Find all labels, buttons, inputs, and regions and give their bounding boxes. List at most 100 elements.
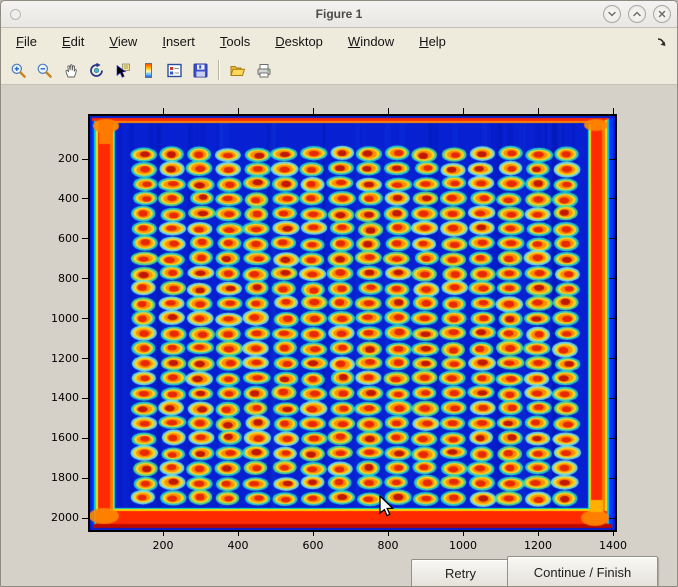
insert-colorbar-button[interactable] — [137, 59, 159, 81]
x-tick-mark-top — [612, 108, 614, 114]
dock-figure-button[interactable] — [655, 35, 669, 49]
save-figure-button[interactable] — [189, 59, 211, 81]
y-tick-label: 800 — [58, 271, 79, 285]
menu-view[interactable]: View — [109, 34, 138, 49]
x-tick-label: 400 — [227, 539, 249, 552]
y-tick-label: 600 — [58, 231, 79, 245]
plot-axes: 200 400 600 800 1000 1200 1400 200 400 600 800 1000… — [51, 108, 627, 552]
y-tick-mark — [82, 198, 88, 200]
y-tick-mark — [82, 358, 88, 359]
open-folder-icon — [230, 65, 246, 76]
y-tick-label: 1000 — [51, 311, 79, 325]
x-tick-label: 800 — [377, 539, 399, 552]
x-tick-mark-top — [462, 108, 464, 114]
open-file-button[interactable] — [227, 59, 249, 81]
maximize-button[interactable] — [628, 5, 646, 23]
y-tick-mark-right — [609, 238, 615, 240]
print-figure-button[interactable] — [253, 59, 275, 81]
chevron-down-icon — [608, 11, 616, 17]
y-tick-mark — [82, 238, 88, 240]
pan-hand-icon — [65, 63, 77, 77]
y-tick-label: 1600 — [51, 431, 79, 445]
continue-finish-button[interactable]: Continue / Finish — [507, 556, 658, 586]
chevron-up-icon — [633, 11, 641, 17]
menu-insert[interactable]: Insert — [162, 34, 195, 49]
x-tick-mark-top — [162, 108, 164, 114]
microarray-image[interactable] — [90, 116, 615, 530]
insert-legend-button[interactable] — [163, 59, 185, 81]
x-tick-mark-top — [312, 108, 314, 114]
x-tick-label: 600 — [302, 539, 324, 552]
rotate-3d-icon — [89, 62, 103, 77]
x-tick-mark-top — [537, 108, 539, 114]
y-tick-label: 400 — [58, 191, 79, 205]
data-cursor-button[interactable] — [111, 59, 133, 81]
x-tick-mark — [387, 530, 389, 536]
menu-file[interactable]: File — [16, 34, 37, 49]
x-tick-mark — [162, 530, 164, 536]
menu-edit[interactable]: Edit — [61, 34, 85, 49]
y-tick-mark — [82, 158, 88, 160]
x-tick-label: 1400 — [599, 539, 627, 552]
window-controls — [603, 5, 671, 23]
y-tick-label: 1400 — [51, 391, 79, 405]
y-tick-mark-right — [609, 397, 615, 399]
menu-help[interactable]: Help — [419, 34, 446, 49]
y-tick-mark-right — [609, 477, 615, 479]
y-tick-mark-right — [609, 358, 615, 359]
close-button[interactable] — [653, 5, 671, 23]
data-cursor-icon — [116, 63, 130, 78]
retry-button[interactable]: Retry — [411, 559, 510, 586]
y-tick-mark-right — [609, 318, 615, 320]
printer-icon — [257, 63, 271, 77]
x-tick-label: 200 — [152, 539, 174, 552]
y-tick-mark — [82, 437, 88, 439]
x-tick-mark-top — [237, 108, 239, 114]
close-icon — [658, 10, 666, 18]
window-menu-icon[interactable] — [10, 9, 21, 20]
titlebar[interactable]: Figure 1 — [1, 1, 677, 28]
x-tick-label: 1200 — [524, 539, 552, 552]
y-tick-mark-right — [609, 278, 615, 280]
legend-icon — [166, 63, 182, 77]
y-tick-mark-right — [609, 517, 615, 519]
x-tick-mark — [537, 530, 539, 536]
rotate-3d-button[interactable] — [85, 59, 107, 81]
zoom-out-button[interactable] — [33, 59, 55, 81]
save-floppy-icon — [193, 63, 207, 77]
pan-button[interactable] — [59, 59, 81, 81]
toolbar-separator — [218, 60, 220, 80]
menu-window[interactable]: Window — [347, 34, 395, 49]
y-tick-label: 200 — [58, 152, 79, 165]
y-tick-label: 1800 — [51, 471, 79, 485]
y-tick-mark-right — [609, 437, 615, 439]
y-tick-mark — [82, 278, 88, 280]
menu-tools[interactable]: Tools — [219, 34, 251, 49]
x-tick-mark — [237, 530, 239, 536]
x-tick-mark — [612, 530, 614, 536]
y-tick-mark — [82, 517, 88, 519]
zoom-in-icon — [11, 63, 26, 78]
dock-arrow-icon — [657, 38, 666, 46]
y-tick-mark — [82, 397, 88, 399]
minimize-button[interactable] — [603, 5, 621, 23]
y-tick-mark-right — [609, 198, 615, 200]
y-tick-mark — [82, 318, 88, 320]
x-tick-mark — [312, 530, 314, 536]
colorbar-icon — [144, 62, 152, 78]
zoom-in-button[interactable] — [7, 59, 29, 81]
x-tick-mark — [462, 530, 464, 536]
figure-toolbar — [1, 56, 677, 85]
figure-canvas-area: 200 400 600 800 1000 1200 1400 200 400 600 800 1000… — [1, 85, 677, 586]
y-tick-label: 1200 — [51, 351, 79, 365]
menu-desktop[interactable]: Desktop — [275, 34, 323, 49]
x-tick-label: 1000 — [449, 539, 477, 552]
window-title: Figure 1 — [315, 7, 363, 21]
x-tick-mark-top — [387, 108, 389, 114]
menubar: File Edit View Insert Tools Desktop Wind… — [1, 28, 677, 56]
y-tick-label: 2000 — [51, 511, 79, 525]
y-tick-mark — [82, 477, 88, 479]
zoom-out-icon — [37, 63, 52, 78]
y-tick-mark-right — [609, 158, 615, 160]
